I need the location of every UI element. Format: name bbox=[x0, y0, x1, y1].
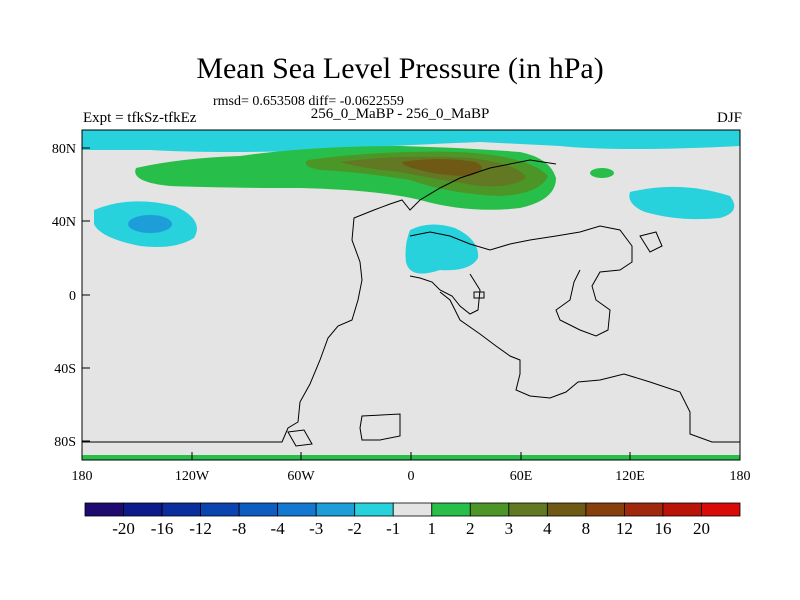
y-tick-label: 0 bbox=[69, 289, 76, 304]
north-brown-core bbox=[402, 159, 482, 176]
colorbar-label: 1 bbox=[428, 519, 437, 538]
colorbar-label: -2 bbox=[348, 519, 362, 538]
y-tick-label: 80N bbox=[52, 142, 76, 157]
colorbar-swatch bbox=[354, 502, 394, 517]
colorbar-swatch bbox=[238, 502, 279, 517]
colorbar-label: -3 bbox=[309, 519, 323, 538]
map-plot-area bbox=[82, 130, 740, 460]
colorbar-swatch bbox=[200, 502, 240, 517]
y-tick-label: 40N bbox=[52, 215, 76, 230]
colorbar-swatch bbox=[585, 502, 625, 517]
y-axis: 80N 40N 0 40S 80S bbox=[52, 142, 90, 450]
colorbar-swatch bbox=[469, 502, 510, 517]
comparison-label: 256_0_MaBP - 256_0_MaBP bbox=[310, 106, 490, 122]
experiment-label: Expt = tfkSz-tfkEz bbox=[83, 110, 197, 126]
y-tick-label: 40S bbox=[54, 362, 76, 377]
season-label: DJF bbox=[716, 110, 742, 126]
x-tick-label: 120W bbox=[175, 469, 210, 484]
x-tick-label: 120E bbox=[615, 469, 645, 484]
colorbar-swatch bbox=[431, 502, 471, 517]
colorbar: -20 -16 -12 -8 -4 -3 -2 -1 1 2 3 4 8 12 16 20 bbox=[84, 502, 741, 538]
colorbar-label: -1 bbox=[386, 519, 400, 538]
colorbar-swatch bbox=[123, 502, 163, 517]
colorbar-swatch bbox=[701, 502, 741, 517]
colorbar-swatch bbox=[161, 502, 201, 517]
colorbar-label: -12 bbox=[189, 519, 212, 538]
europe-cyan-blob bbox=[405, 224, 479, 274]
asia-cyan-blob bbox=[629, 186, 735, 220]
x-axis: 180 120W 60W 0 60E 120E 180 bbox=[72, 452, 751, 484]
colorbar-swatch bbox=[508, 502, 548, 517]
chart-title: Mean Sea Level Pressure (in hPa) bbox=[196, 52, 604, 85]
arctic-cyan-band bbox=[82, 130, 740, 152]
colorbar-swatch bbox=[315, 502, 356, 517]
colorbar-label: 3 bbox=[505, 519, 514, 538]
colorbar-swatch bbox=[277, 502, 317, 517]
colorbar-label: -4 bbox=[271, 519, 286, 538]
colorbar-label: 20 bbox=[693, 519, 710, 538]
x-tick-label: 180 bbox=[72, 469, 93, 484]
colorbar-label: -8 bbox=[232, 519, 246, 538]
stats-text: rmsd= 0.653508 diff= -0.0622559 bbox=[213, 94, 404, 109]
colorbar-label: -20 bbox=[112, 519, 135, 538]
colorbar-swatch bbox=[546, 502, 587, 517]
colorbar-swatch bbox=[624, 502, 664, 517]
x-tick-label: 60E bbox=[510, 469, 533, 484]
x-tick-label: 180 bbox=[730, 469, 751, 484]
colorbar-swatch bbox=[662, 502, 702, 517]
colorbar-label: 16 bbox=[654, 519, 671, 538]
colorbar-label: 12 bbox=[616, 519, 633, 538]
y-tick-label: 80S bbox=[54, 435, 76, 450]
colorbar-label: 2 bbox=[466, 519, 475, 538]
coastlines bbox=[82, 159, 740, 447]
x-tick-label: 0 bbox=[408, 469, 415, 484]
small-green-patch bbox=[590, 168, 614, 178]
x-tick-label: 60W bbox=[287, 469, 315, 484]
colorbar-label: 8 bbox=[582, 519, 591, 538]
pacific-blue-core bbox=[128, 215, 172, 233]
colorbar-label: -16 bbox=[151, 519, 174, 538]
colorbar-label: 4 bbox=[543, 519, 552, 538]
colorbar-swatch bbox=[84, 502, 124, 517]
colorbar-swatch bbox=[392, 502, 433, 517]
